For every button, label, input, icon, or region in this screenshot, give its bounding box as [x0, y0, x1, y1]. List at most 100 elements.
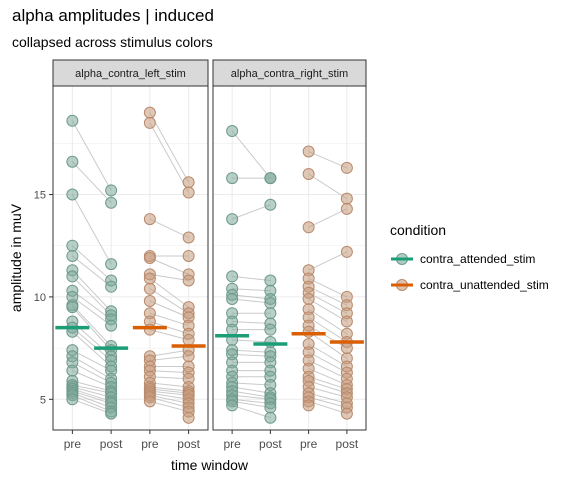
pair-line	[72, 304, 112, 347]
point-unattended-pre	[302, 221, 315, 234]
pair-line	[308, 251, 348, 271]
point-unattended-post	[182, 350, 195, 363]
point-attended-pre	[226, 270, 239, 283]
pair-line	[308, 376, 348, 390]
point-unattended-pre	[302, 145, 315, 158]
pair-line	[72, 388, 112, 402]
x-tick-label: post	[336, 437, 359, 451]
pair-line	[149, 349, 189, 357]
point-attended-post	[264, 274, 277, 287]
pair-line	[72, 290, 112, 320]
point-attended-pre	[226, 323, 239, 336]
pair-line	[72, 276, 112, 316]
pair-line	[72, 161, 112, 204]
point-unattended-post	[340, 315, 353, 328]
pair-line	[232, 339, 271, 343]
legend-label-unattended: contra_unattended_stim	[420, 278, 549, 292]
pair-line	[149, 396, 189, 408]
pair-line	[232, 320, 271, 325]
pair-line	[308, 173, 348, 200]
panel-border	[212, 85, 367, 431]
pair-line	[72, 392, 112, 408]
pair-line	[308, 331, 348, 359]
legend-item-attended: contra_attended_stim	[390, 246, 549, 272]
point-unattended-pre	[143, 295, 156, 307]
point-attended-post	[105, 407, 118, 420]
point-attended-pre	[226, 213, 239, 226]
pair-line	[232, 349, 271, 353]
panel-border	[52, 85, 209, 431]
pair-line	[232, 386, 271, 394]
point-attended-pre	[226, 172, 239, 185]
pair-line	[308, 396, 348, 408]
pair-line	[231, 204, 271, 220]
pair-line	[72, 245, 112, 281]
pair-line	[149, 278, 189, 308]
point-attended-pre	[66, 301, 79, 314]
pair-line	[149, 400, 189, 413]
point-unattended-post	[340, 407, 353, 420]
pair-line	[232, 394, 271, 400]
pair-line	[71, 120, 112, 191]
pair-line	[308, 298, 348, 322]
point-attended-pre	[66, 188, 79, 201]
point-unattended-pre	[143, 272, 156, 285]
facet-strip-label: alpha_contra_right_stim	[231, 68, 348, 80]
point-unattended-pre	[143, 116, 156, 129]
pair-line	[308, 368, 348, 386]
pair-line	[72, 255, 112, 288]
pair-line	[149, 288, 189, 314]
pair-line	[149, 392, 189, 400]
point-attended-post	[105, 184, 118, 197]
pair-line	[72, 386, 112, 398]
x-tick-label: pre	[223, 437, 241, 451]
pair-line	[308, 400, 348, 415]
pair-line	[149, 257, 189, 275]
pair-line	[232, 298, 271, 304]
point-unattended-post	[182, 333, 195, 346]
point-attended-post	[264, 198, 277, 211]
point-attended-pre	[66, 249, 79, 262]
point-unattended-pre	[143, 252, 156, 264]
point-unattended-pre	[143, 106, 156, 119]
pair-line	[149, 312, 189, 327]
x-tick-label: pre	[300, 437, 318, 451]
chart-subtitle: collapsed across stimulus colors	[12, 34, 213, 50]
point-attended-post	[105, 196, 118, 209]
pair-line	[149, 320, 189, 335]
point-unattended-post	[182, 176, 195, 189]
pair-line	[308, 278, 348, 298]
pair-line	[231, 404, 271, 419]
point-unattended-post	[182, 411, 195, 424]
facet-strip-label: alpha_contra_left_stim	[75, 68, 186, 80]
x-tick-label: pre	[141, 437, 159, 451]
pair-line	[232, 275, 271, 282]
y-tick-label: 15	[34, 190, 46, 202]
point-attended-pre	[66, 270, 79, 283]
point-attended-pre	[226, 125, 239, 138]
pair-line	[308, 386, 348, 398]
pair-line	[308, 308, 348, 335]
point-attended-post	[264, 307, 277, 320]
facet-strip	[52, 59, 209, 87]
pair-line	[149, 218, 189, 238]
pair-line	[308, 343, 348, 367]
y-tick-label: 5	[40, 394, 46, 406]
point-attended-pre	[66, 393, 79, 406]
pair-line	[149, 273, 189, 282]
legend-label-attended: contra_attended_stim	[420, 252, 536, 266]
pair-line	[149, 122, 190, 193]
x-tick-label: pre	[64, 437, 82, 451]
pair-line	[72, 361, 112, 384]
pair-line	[149, 394, 189, 404]
point-unattended-pre	[302, 292, 315, 305]
point-unattended-pre	[143, 282, 156, 295]
pair-line	[149, 388, 189, 394]
pair-line	[72, 327, 112, 361]
pair-line	[72, 398, 112, 415]
pair-line	[72, 306, 112, 351]
point-attended-post	[264, 411, 277, 424]
point-attended-pre	[226, 292, 239, 305]
